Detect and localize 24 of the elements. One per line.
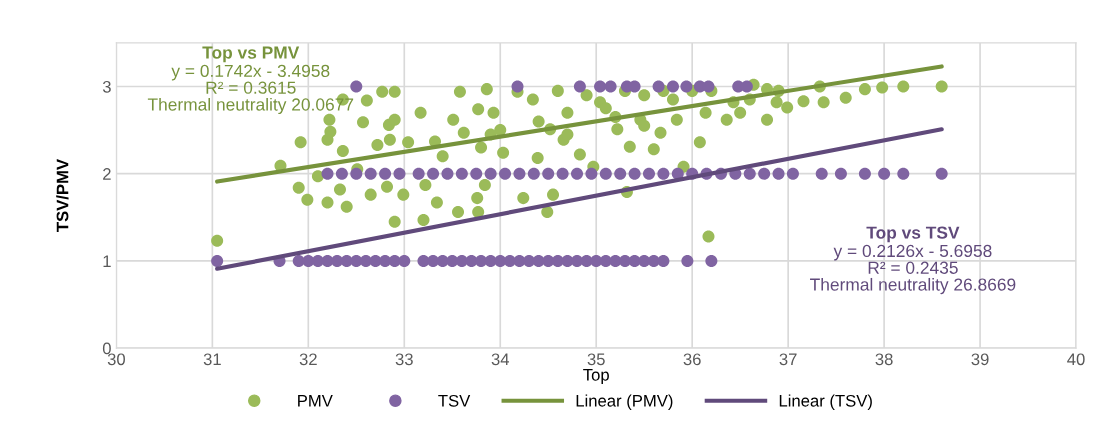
x-tick-label: 36 [683,353,701,366]
x-tick-label: 32 [299,353,317,366]
x-tick-label: 33 [395,353,413,366]
y-tick-label: 0 [102,342,111,355]
y-tick-label: 3 [102,80,111,93]
legend-label: PMV [298,395,333,407]
y-tick-label: 1 [103,255,111,267]
x-tick-label: 34 [491,353,510,366]
legend-label: Linear (TSV) [779,394,872,410]
x-tick-label: 37 [779,353,797,366]
y-tick-label: 2 [103,168,111,180]
x-tick-label: 35 [587,353,605,366]
annotation: Top vs TSV [866,226,960,243]
y-axis-title: TSV/PMV [56,159,69,232]
x-tick-label: 31 [203,353,221,366]
x-axis-title: Top [583,369,609,385]
x-tick-label: 30 [107,353,126,366]
legend-label: TSV [438,394,471,407]
x-tick-label: 40 [1067,353,1085,366]
annotation: Top vs PMV [202,46,300,63]
x-tick-label: 39 [971,353,989,366]
x-tick-label: 38 [875,353,893,366]
annotation: y = 0.2126x - 5.6958 R² = 0.2435 Thermal neutrality 26.8669 [810,244,1016,295]
legend-label: Linear (PMV) [576,394,673,410]
